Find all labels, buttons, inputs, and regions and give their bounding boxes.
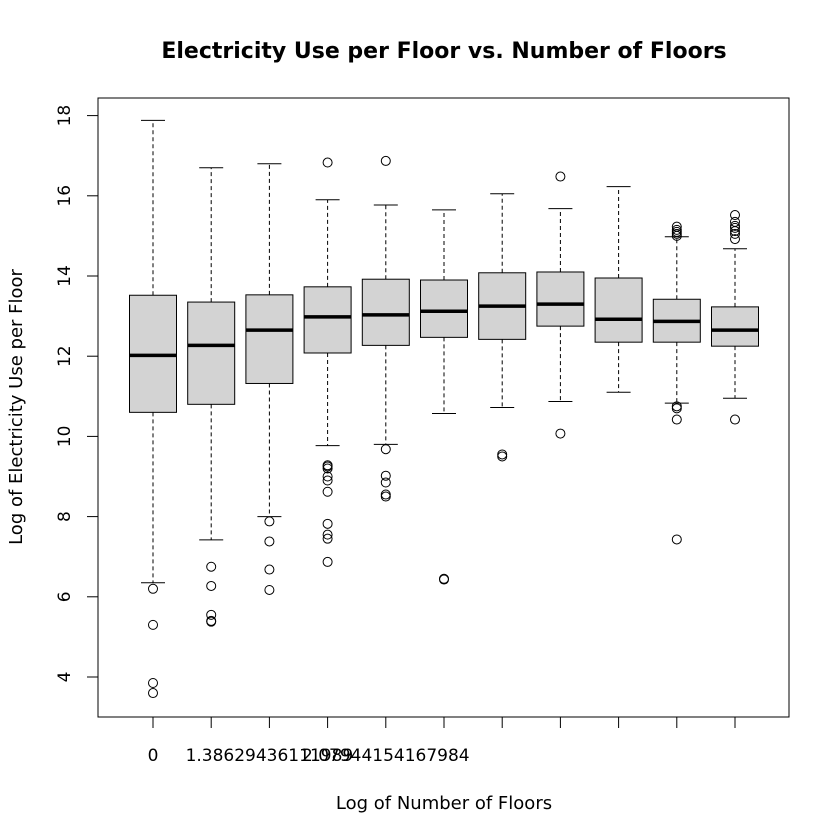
- outlier-point: [265, 537, 274, 546]
- outlier-point: [265, 517, 274, 526]
- iqr-box: [246, 295, 293, 384]
- box-1: [130, 120, 177, 697]
- box-11: [712, 211, 759, 425]
- y-tick-label: 4: [55, 672, 75, 683]
- outlier-point: [498, 450, 507, 459]
- outlier-point: [381, 492, 390, 501]
- outlier-point: [207, 562, 216, 571]
- iqr-box: [362, 279, 409, 345]
- outlier-point: [556, 429, 565, 438]
- outlier-point: [672, 415, 681, 424]
- outlier-point: [207, 616, 216, 625]
- outlier-point: [149, 620, 158, 629]
- outlier-point: [672, 404, 681, 413]
- y-tick-label: 16: [55, 185, 75, 207]
- box-9: [595, 187, 642, 393]
- x-axis-label: Log of Number of Floors: [336, 793, 552, 814]
- outlier-point: [207, 581, 216, 590]
- y-tick-label: 8: [55, 511, 75, 522]
- y-tick-label: 14: [55, 265, 75, 287]
- outlier-point: [440, 575, 449, 584]
- iqr-box: [421, 280, 468, 337]
- outlier-point: [381, 490, 390, 499]
- outlier-point: [323, 557, 332, 566]
- outlier-point: [381, 445, 390, 454]
- box-5: [362, 156, 409, 501]
- outlier-point: [149, 689, 158, 698]
- box-8: [537, 172, 584, 438]
- x-tick-label: 0: [148, 746, 159, 766]
- y-tick-label: 10: [55, 426, 75, 448]
- box-4: [304, 158, 351, 566]
- box-7: [479, 194, 526, 461]
- outlier-point: [207, 617, 216, 626]
- y-axis-label: Log of Electricity Use per Floor: [6, 268, 27, 544]
- outlier-point: [440, 574, 449, 583]
- outlier-point: [265, 585, 274, 594]
- outlier-point: [149, 679, 158, 688]
- outlier-point: [323, 487, 332, 496]
- outlier-point: [323, 519, 332, 528]
- iqr-box: [188, 302, 235, 404]
- y-tick-label: 18: [55, 105, 75, 127]
- chart-title: Electricity Use per Floor vs. Number of …: [161, 39, 726, 64]
- outlier-point: [149, 584, 158, 593]
- iqr-box: [537, 272, 584, 326]
- iqr-box: [595, 278, 642, 342]
- box-series: [130, 120, 759, 697]
- iqr-box: [304, 287, 351, 353]
- box-2: [188, 168, 235, 626]
- outlier-point: [556, 172, 565, 181]
- outlier-point: [672, 535, 681, 544]
- outlier-point: [498, 452, 507, 461]
- outlier-point: [731, 415, 740, 424]
- box-6: [421, 210, 468, 584]
- y-tick-label: 6: [55, 591, 75, 602]
- x-tick-label: 2.07944154167984: [302, 746, 470, 766]
- box-3: [246, 164, 293, 595]
- outlier-point: [381, 156, 390, 165]
- outlier-point: [323, 158, 332, 167]
- outlier-point: [381, 478, 390, 487]
- outlier-point: [265, 565, 274, 574]
- y-tick-label: 12: [55, 345, 75, 367]
- iqr-box: [712, 307, 759, 346]
- y-axis: 4 6 8 10 12 14 16 18: [55, 105, 98, 683]
- box-10: [653, 222, 700, 544]
